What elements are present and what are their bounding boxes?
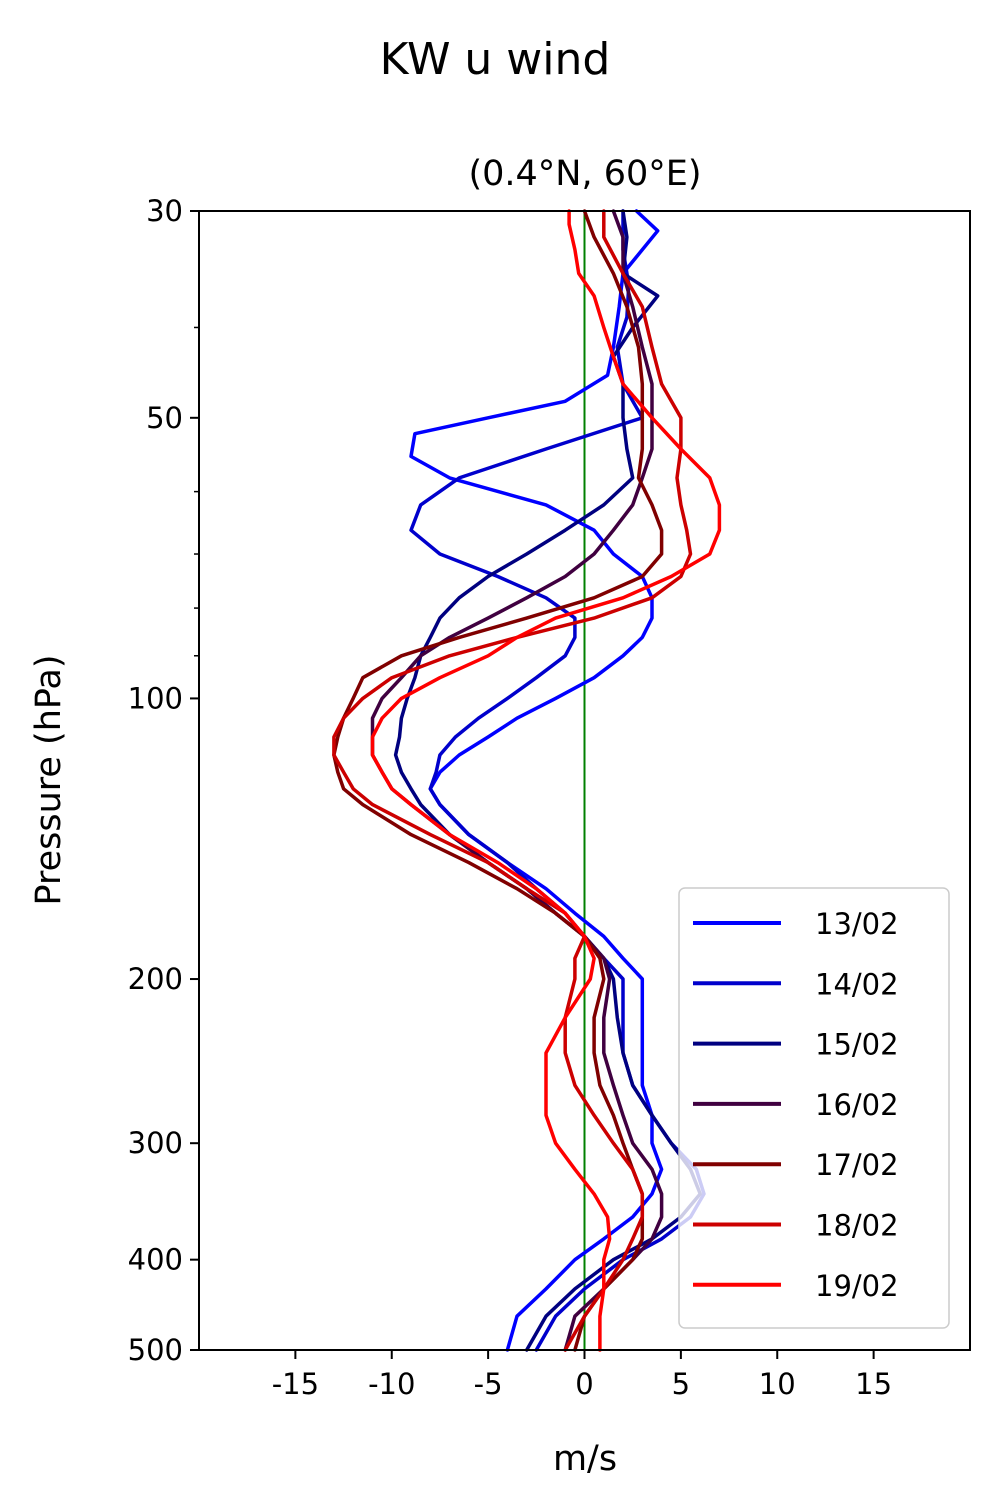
series-line-13-02 [409,209,664,1352]
y-tick-label: 300 [128,1126,183,1160]
y-tick-label: 500 [128,1333,183,1367]
legend: 13/02 14/02 15/02 16/02 17/02 18/02 19/02 [678,887,950,1329]
x-tick-label: 15 [855,1367,892,1401]
x-tick-label: 5 [672,1367,690,1401]
legend-label: 19/02 [815,1269,899,1303]
legend-label: 14/02 [815,967,899,1001]
legend-label: 17/02 [815,1148,899,1182]
chart-title: KW u wind [380,34,611,85]
y-tick-label: 100 [128,681,183,715]
y-tick-label: 50 [146,401,183,435]
x-tick-label: 0 [575,1367,593,1401]
series-line-16-02 [370,209,664,1352]
x-tick-label: -10 [368,1367,415,1401]
y-axis-label: Pressure (hPa) [29,654,69,905]
y-tick-label: 200 [128,962,183,996]
x-axis-label: m/s [553,1439,617,1479]
series-line-17-02 [332,209,664,1352]
legend-box [678,887,950,1329]
legend-label: 13/02 [815,907,899,941]
series-line-19-02 [370,209,722,1352]
legend-label: 16/02 [815,1088,899,1122]
x-tick-label: -5 [474,1367,503,1401]
y-tick-label: 400 [128,1243,183,1277]
x-tick-label: -15 [272,1367,319,1401]
chart-subtitle: (0.4°N, 60°E) [468,154,701,194]
series-line-18-02 [332,209,693,1352]
x-tick-label: 10 [759,1367,796,1401]
legend-label: 15/02 [815,1028,899,1062]
y-tick-label: 30 [146,194,183,228]
legend-label: 18/02 [815,1209,899,1243]
